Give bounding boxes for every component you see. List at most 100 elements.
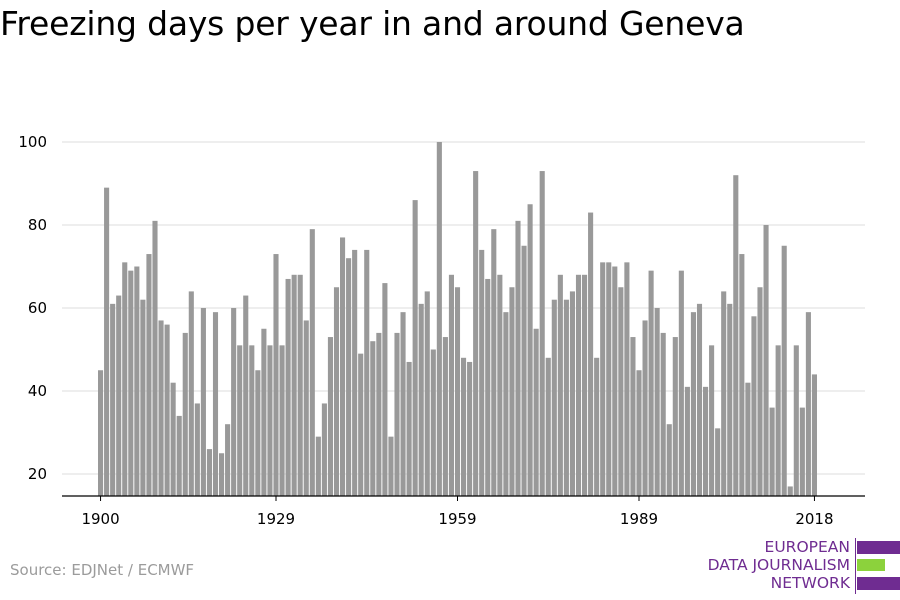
bar-1963: [479, 249, 485, 496]
axes: 20 40 60 80 100 1900 1929 1959 1989 2018: [18, 133, 865, 528]
bar-1937: [321, 403, 327, 496]
bar-1966: [497, 274, 503, 496]
bar-2003: [721, 291, 727, 496]
bar-1954: [424, 291, 430, 496]
bar-1990: [642, 320, 648, 496]
bar-1907: [140, 299, 146, 496]
bar-1909: [152, 220, 158, 496]
bar-1911: [164, 324, 170, 496]
bar-1951: [406, 361, 412, 496]
bar-1952: [412, 200, 418, 496]
y-tick-label: 20: [28, 465, 47, 483]
bar-1933: [297, 274, 303, 496]
bar-1983: [600, 262, 606, 496]
y-tick-label: 40: [28, 382, 47, 400]
bar-1999: [696, 303, 703, 496]
x-tick-label: 2018: [795, 510, 833, 528]
bar-1924: [243, 295, 249, 496]
bar-1970: [521, 245, 527, 496]
logo-purple-bar-top: [857, 541, 900, 554]
x-tick-label: 1989: [620, 510, 658, 528]
bar-1947: [382, 283, 388, 496]
bar-1994: [666, 424, 672, 496]
bar-1918: [206, 449, 212, 496]
bar-1920: [219, 453, 225, 496]
y-tick-label: 80: [28, 216, 47, 234]
bar-1921: [225, 424, 231, 496]
bar-2013: [781, 245, 787, 496]
bar-1914: [182, 332, 188, 496]
bar-2002: [715, 428, 721, 496]
bar-1904: [122, 262, 128, 496]
bar-1928: [267, 345, 273, 496]
bar-1926: [255, 370, 261, 496]
bar-2010: [763, 225, 769, 496]
bar-1931: [285, 278, 291, 496]
bar-2017: [805, 312, 811, 496]
bar-1998: [690, 312, 696, 496]
bar-1955: [430, 349, 436, 496]
bar-1906: [134, 266, 140, 496]
source-note: Source: EDJNet / ECMWF: [10, 561, 195, 579]
bar-1965: [491, 229, 497, 496]
bar-2005: [733, 175, 739, 496]
bar-1986: [618, 287, 624, 496]
bar-1922: [231, 308, 237, 496]
bar-1997: [684, 386, 690, 496]
bar-2008: [751, 316, 757, 496]
bar-1934: [303, 320, 309, 496]
bar-2016: [799, 407, 805, 496]
bar-1982: [594, 357, 600, 496]
bar-1984: [606, 262, 612, 496]
bar-1910: [158, 320, 164, 496]
bar-1962: [473, 171, 479, 497]
bar-1958: [448, 274, 454, 496]
bar-1930: [279, 345, 285, 496]
bar-1912: [170, 382, 176, 496]
logo-purple-bar-bottom: [857, 577, 900, 590]
x-tick-label: 1959: [438, 510, 476, 528]
bars: [98, 142, 817, 497]
bar-1968: [509, 287, 515, 496]
bar-1988: [630, 337, 636, 496]
bar-1977: [563, 299, 569, 496]
logo-line-3: NETWORK: [770, 574, 850, 592]
bar-1915: [188, 291, 194, 496]
bar-1942: [352, 249, 358, 496]
bar-1979: [575, 274, 582, 496]
bar-1993: [660, 332, 666, 496]
bar-1938: [327, 337, 333, 496]
bar-1969: [515, 220, 521, 496]
bar-2018: [811, 374, 817, 496]
bar-1992: [654, 308, 660, 496]
bar-1971: [527, 204, 533, 496]
bar-2012: [775, 345, 781, 496]
bar-1975: [551, 299, 557, 496]
logo-line-2: DATA JOURNALISM: [707, 556, 850, 574]
bar-1925: [249, 345, 255, 496]
bar-1900: [98, 370, 104, 496]
bar-1948: [388, 436, 394, 496]
bar-1946: [376, 332, 382, 496]
bar-1913: [176, 415, 182, 496]
bar-1908: [146, 254, 152, 496]
edjnet-logo[interactable]: EUROPEAN DATA JOURNALISM NETWORK: [700, 538, 900, 594]
x-tick-label: 1900: [81, 510, 119, 528]
bar-1972: [533, 328, 539, 496]
bar-2014: [787, 486, 793, 496]
bar-1944: [364, 249, 370, 496]
bar-1980: [582, 274, 588, 496]
logo-divider: [855, 538, 856, 594]
bar-1935: [309, 229, 315, 496]
bar-1950: [400, 312, 406, 496]
logo-line-1: EUROPEAN: [764, 538, 850, 556]
bar-1917: [200, 308, 206, 496]
y-tick-label: 60: [28, 299, 47, 317]
bar-1901: [104, 187, 110, 496]
bar-2001: [709, 345, 715, 496]
bar-1961: [467, 361, 473, 496]
bar-1987: [624, 262, 630, 496]
bar-1903: [116, 295, 122, 496]
bar-1929: [273, 254, 279, 496]
